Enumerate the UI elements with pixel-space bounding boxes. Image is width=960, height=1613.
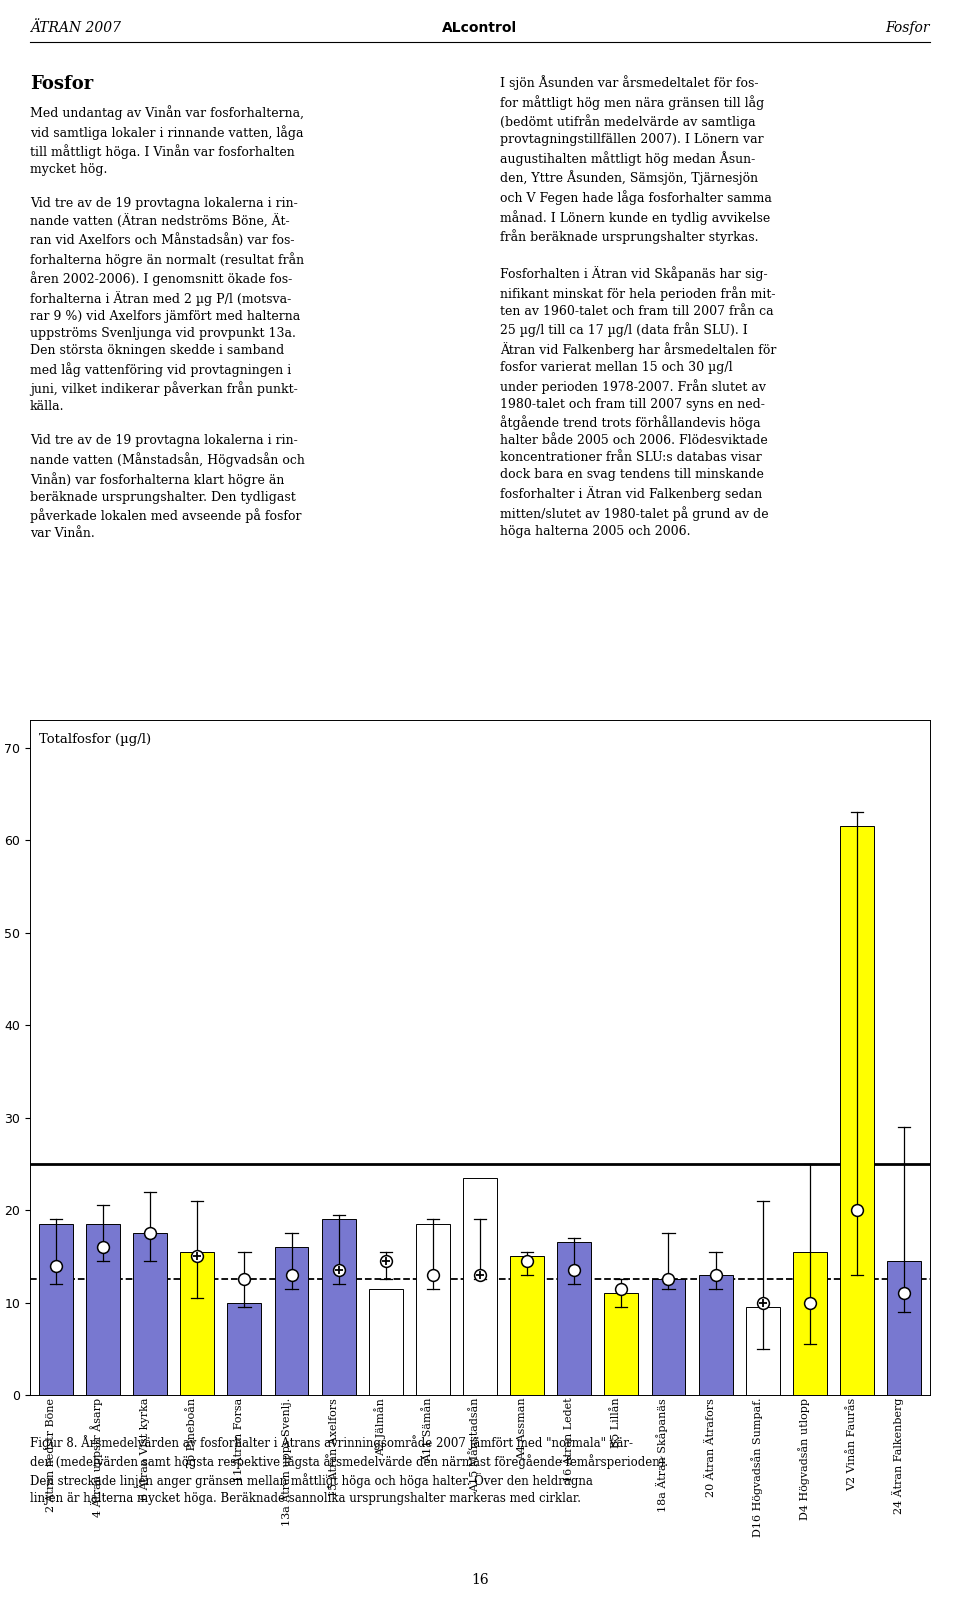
Bar <box>86 1224 120 1395</box>
Bar <box>228 1303 261 1395</box>
Bar <box>699 1274 732 1395</box>
Text: Fosfor: Fosfor <box>30 74 93 94</box>
Text: Totalfosfor (µg/l): Totalfosfor (µg/l) <box>39 734 151 747</box>
Bar <box>463 1177 497 1395</box>
Bar <box>275 1247 308 1395</box>
Bar <box>133 1234 167 1395</box>
Text: 16: 16 <box>471 1573 489 1587</box>
Bar <box>887 1261 921 1395</box>
Bar <box>322 1219 355 1395</box>
Bar <box>746 1307 780 1395</box>
Text: Med undantag av Vinån var fosforhalterna,
vid samtliga lokaler i rinnande vatten: Med undantag av Vinån var fosforhalterna… <box>30 105 305 540</box>
Bar <box>369 1289 403 1395</box>
Text: Figur 8. Årsmedelvärden av fosforhalter i Ätrans avrinningsområde 2007 jämfört m: Figur 8. Årsmedelvärden av fosforhalter … <box>30 1436 668 1505</box>
Bar <box>605 1294 638 1395</box>
Bar <box>416 1224 450 1395</box>
Bar <box>793 1252 827 1395</box>
Text: I sjön Åsunden var årsmedeltalet för fos-
for måttligt hög men nära gränsen till: I sjön Åsunden var årsmedeltalet för fos… <box>500 74 777 537</box>
Bar <box>39 1224 73 1395</box>
Text: Fosfor: Fosfor <box>885 21 930 35</box>
Bar <box>652 1279 685 1395</box>
Bar <box>557 1242 591 1395</box>
Bar <box>510 1257 544 1395</box>
Text: ÄTRAN 2007: ÄTRAN 2007 <box>30 21 121 35</box>
Bar <box>180 1252 214 1395</box>
Bar <box>840 826 874 1395</box>
Text: ALcontrol: ALcontrol <box>443 21 517 35</box>
